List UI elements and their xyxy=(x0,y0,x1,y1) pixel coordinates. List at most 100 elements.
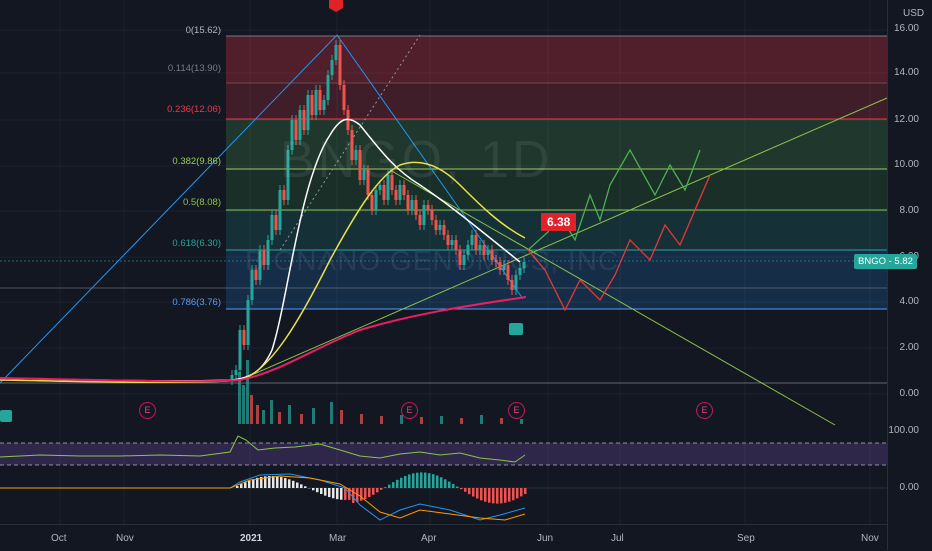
macd-bar xyxy=(500,488,503,503)
macd-bar xyxy=(312,488,315,490)
left-flag-marker[interactable] xyxy=(0,410,12,422)
macd-bar xyxy=(276,476,279,488)
macd-bar xyxy=(516,488,519,498)
macd-bar xyxy=(368,488,371,497)
macd-bar xyxy=(412,473,415,488)
earnings-marker-4[interactable]: E xyxy=(696,402,713,419)
price-tick: 2.00 xyxy=(900,342,919,353)
macd-bar xyxy=(404,476,407,488)
fib-label-0618: 0.618(6.30) xyxy=(172,238,221,249)
macd-bar xyxy=(292,481,295,488)
earnings-marker-1[interactable]: E xyxy=(139,402,156,419)
fib-label-0236: 0.236(12.06) xyxy=(167,104,221,115)
time-tick: Sep xyxy=(737,533,755,544)
time-tick: 2021 xyxy=(240,533,262,544)
macd-bar xyxy=(480,488,483,500)
macd-bar xyxy=(512,488,515,500)
macd-bar xyxy=(492,488,495,503)
macd-bar xyxy=(360,488,363,501)
macd-bar xyxy=(252,479,255,488)
time-tick: Oct xyxy=(51,533,67,544)
macd-bar xyxy=(380,488,383,490)
fib-label-0114: 0.114(13.90) xyxy=(168,63,221,74)
bottom-flag-marker[interactable] xyxy=(509,323,523,335)
price-tick: 10.00 xyxy=(894,159,919,170)
earnings-marker-3[interactable]: E xyxy=(508,402,525,419)
macd-panel[interactable] xyxy=(0,472,887,520)
price-tick: 4.00 xyxy=(900,296,919,307)
rsi-panel[interactable] xyxy=(0,436,887,465)
price-axis-unit: USD xyxy=(903,8,924,19)
osc-tick: 100.00 xyxy=(888,425,919,436)
macd-bar xyxy=(300,484,303,488)
macd-bar xyxy=(400,478,403,488)
macd-bar xyxy=(440,477,443,488)
macd-bar xyxy=(468,488,471,494)
volume-bars xyxy=(238,360,523,424)
macd-bar xyxy=(324,488,327,496)
macd-bar xyxy=(284,478,287,488)
macd-bar xyxy=(432,474,435,488)
macd-bar xyxy=(272,476,275,488)
fib-label-0382: 0.382(9.86) xyxy=(172,156,221,167)
macd-bar xyxy=(508,488,511,502)
macd-bar xyxy=(524,488,527,494)
macd-bar xyxy=(408,474,411,488)
macd-bar xyxy=(320,488,323,494)
macd-bar xyxy=(424,473,427,488)
macd-bar xyxy=(504,488,507,503)
macd-bar xyxy=(288,479,291,488)
macd-bar xyxy=(304,486,307,488)
macd-bar xyxy=(340,488,343,500)
price-axis[interactable]: USD 16.00 14.00 12.00 10.00 8.00 6.00 4.… xyxy=(887,0,932,550)
macd-bar xyxy=(484,488,487,502)
earnings-marker-2[interactable]: E xyxy=(401,402,418,419)
symbol-watermark: BNGO, 1D xyxy=(280,130,553,190)
macd-bar xyxy=(428,473,431,488)
macd-bar xyxy=(372,488,375,495)
macd-bar xyxy=(388,485,391,488)
macd-bar xyxy=(364,488,367,499)
price-tick: 12.00 xyxy=(894,114,919,125)
time-tick: Jul xyxy=(611,533,624,544)
macd-bar xyxy=(420,472,423,488)
macd-bar xyxy=(328,488,331,497)
macd-bar xyxy=(496,488,499,504)
top-flag-marker[interactable] xyxy=(329,0,343,12)
price-tick: 8.00 xyxy=(900,205,919,216)
macd-bar xyxy=(244,482,247,488)
macd-bar xyxy=(248,481,251,488)
macd-bar xyxy=(392,482,395,488)
price-tick: 0.00 xyxy=(900,388,919,399)
time-tick: Nov xyxy=(116,533,134,544)
macd-bar xyxy=(316,488,319,492)
macd-bar xyxy=(520,488,523,496)
macd-bar xyxy=(464,488,467,492)
time-axis[interactable]: Oct Nov 2021 Mar Apr Jun Jul Sep Nov xyxy=(0,524,887,551)
macd-bar xyxy=(280,477,283,488)
macd-bar xyxy=(384,487,387,488)
price-tick: 16.00 xyxy=(894,23,919,34)
macd-bar xyxy=(436,476,439,488)
macd-bar xyxy=(444,479,447,488)
target-callout[interactable]: 6.38 xyxy=(541,213,576,231)
fib-label-0: 0(15.62) xyxy=(186,25,221,36)
fib-zones[interactable] xyxy=(0,36,887,383)
macd-bar xyxy=(416,473,419,488)
macd-bar xyxy=(240,484,243,488)
time-tick: Nov xyxy=(861,533,879,544)
symbol-price-tag: BNGO - 5.82 xyxy=(854,254,917,269)
fib-label-05: 0.5(8.08) xyxy=(183,197,221,208)
fib-label-0786: 0.786(3.76) xyxy=(172,297,221,308)
macd-bar xyxy=(396,480,399,488)
macd-bar xyxy=(236,486,239,488)
time-tick: Mar xyxy=(329,533,346,544)
macd-bar xyxy=(488,488,491,503)
macd-bar xyxy=(460,488,463,489)
macd-bar xyxy=(472,488,475,496)
macd-bar xyxy=(452,484,455,488)
macd-bar xyxy=(332,488,335,498)
time-tick: Jun xyxy=(537,533,553,544)
macd-bar xyxy=(376,488,379,492)
macd-bar xyxy=(296,483,299,488)
